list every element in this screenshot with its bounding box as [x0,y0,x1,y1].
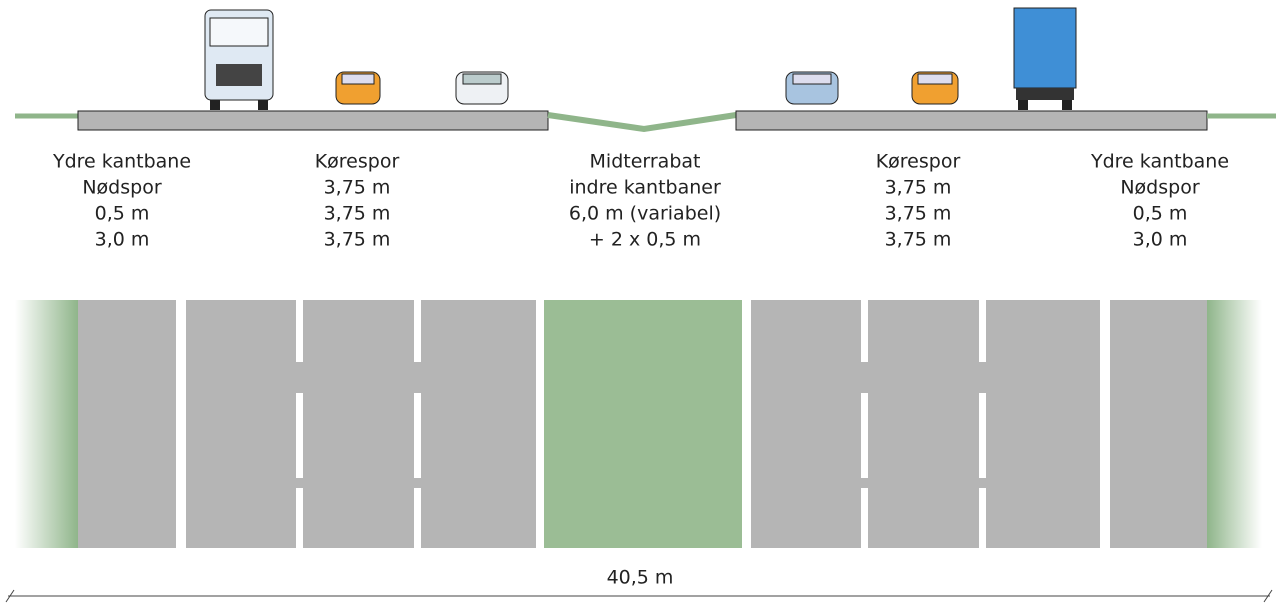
section-label: 3,75 m [885,229,952,251]
section-label: 0,5 m [95,203,150,225]
section-label: 6,0 m (variabel) [569,203,721,225]
car-rear [911,71,959,105]
labels: Ydre kantbane Nødspor 0,5 m 3,0 m Kørespor 3,… [52,151,1229,251]
section-label: Kørespor [315,151,400,173]
section-label: 3,0 m [1133,229,1188,251]
cross-section [15,110,1276,133]
car-rear [785,71,839,105]
truck-front [204,9,274,110]
section-label: 3,75 m [885,177,952,199]
section-label: 3,75 m [324,203,391,225]
section-label: Nødspor [1120,177,1199,199]
truck-rear [1013,7,1077,110]
section-label: indre kantbaner [569,177,721,199]
plan-view [15,300,1262,548]
car-front [455,71,509,105]
section-label: Kørespor [876,151,961,173]
dimension-line: 40,5 m [5,567,1273,603]
section-label: + 2 x 0,5 m [589,229,701,251]
section-label: 3,75 m [324,177,391,199]
section-label: 3,75 m [324,229,391,251]
total-width: 40,5 m [607,567,674,589]
section-label: 3,75 m [885,203,952,225]
section-label: 3,0 m [95,229,150,251]
section-label: Midterrabat [590,151,701,173]
section-label: Ydre kantbane [52,151,191,173]
section-label: Nødspor [82,177,161,199]
section-label: 0,5 m [1133,203,1188,225]
car-front [335,71,381,105]
section-label: Ydre kantbane [1090,151,1229,173]
